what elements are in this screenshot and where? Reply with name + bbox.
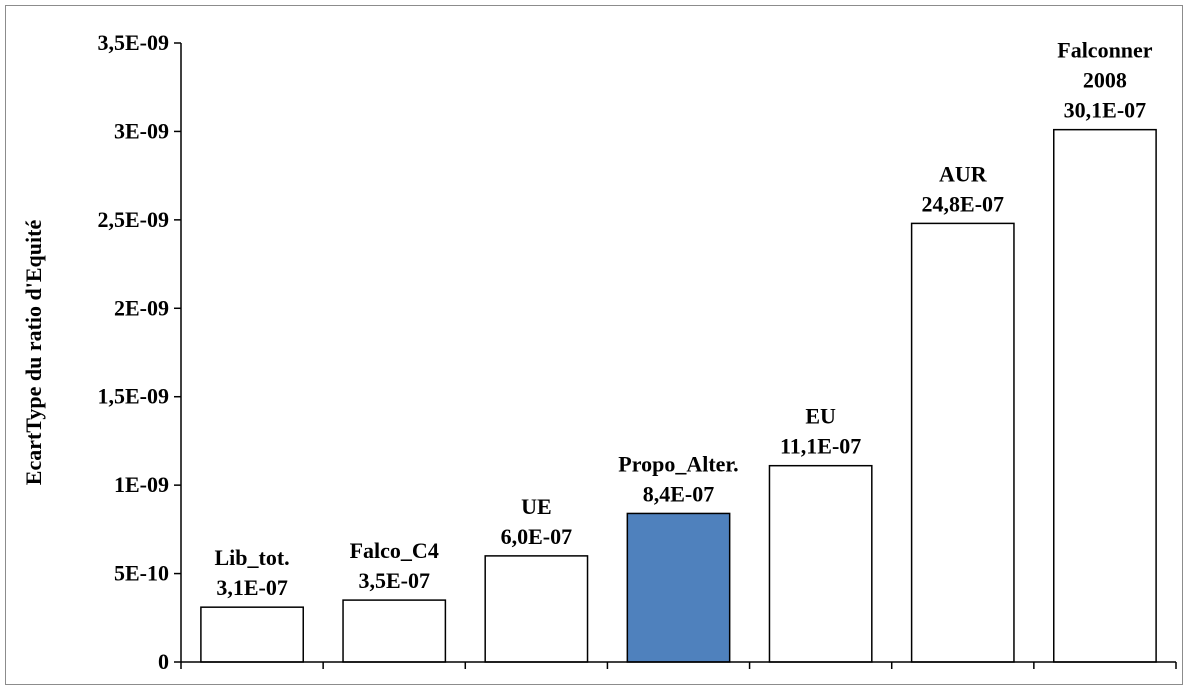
bar-data-label: 3,5E-07 xyxy=(358,568,430,593)
y-tick-label: 3E-09 xyxy=(114,118,169,143)
y-tick-label: 5E-10 xyxy=(114,561,169,586)
bar xyxy=(1053,128,1157,663)
bars-group xyxy=(200,128,1157,663)
bar-data-label: Propo_Alter. xyxy=(618,451,738,476)
y-tick-label: 3,5E-09 xyxy=(98,30,170,55)
bar-data-label: Lib_tot. xyxy=(214,545,289,570)
bar xyxy=(200,606,304,663)
y-tick-label: 2E-09 xyxy=(114,295,169,320)
y-tick-label: 1,5E-09 xyxy=(98,384,170,409)
bar-data-label: 8,4E-07 xyxy=(643,481,715,506)
bar-data-label: Falco_C4 xyxy=(350,538,439,563)
y-ticks-group: 0 5E-10 1E-09 1,5E-09 2E-09 2,5E-09 3E-09 3,5E-… xyxy=(98,30,181,673)
bar xyxy=(768,464,873,663)
x-ticks-group xyxy=(180,662,1177,669)
axes-group xyxy=(180,43,1176,663)
bar xyxy=(910,222,1015,663)
bar-data-label: 6,0E-07 xyxy=(501,524,573,549)
bar-data-label: 30,1E-07 xyxy=(1064,98,1147,123)
bar-data-label: 2008 xyxy=(1083,68,1127,93)
bar xyxy=(484,555,589,663)
bar-data-label: 24,8E-07 xyxy=(922,191,1005,216)
bar-data-label: 11,1E-07 xyxy=(780,434,861,459)
bar xyxy=(342,599,447,663)
y-tick-label: 1E-09 xyxy=(114,472,169,497)
y-tick-label: 2,5E-09 xyxy=(98,207,170,232)
bar-data-label: EU xyxy=(805,404,836,429)
bar-data-label: UE xyxy=(521,494,552,519)
y-tick-label: 0 xyxy=(158,649,169,673)
bar-data-label: AUR xyxy=(939,161,988,186)
bar-data-label: Falconner xyxy=(1057,38,1153,63)
bar-data-label: 3,1E-07 xyxy=(216,575,288,600)
y-axis-title: EcartType du ratio d'Equité xyxy=(21,220,46,486)
bar xyxy=(626,512,731,663)
y-axis-title-group: EcartType du ratio d'Equité xyxy=(21,220,46,486)
bar-labels-group: Lib_tot. 3,1E-07 Falco_C4 3,5E-07 UE 6,0E-07 P… xyxy=(214,38,1152,601)
